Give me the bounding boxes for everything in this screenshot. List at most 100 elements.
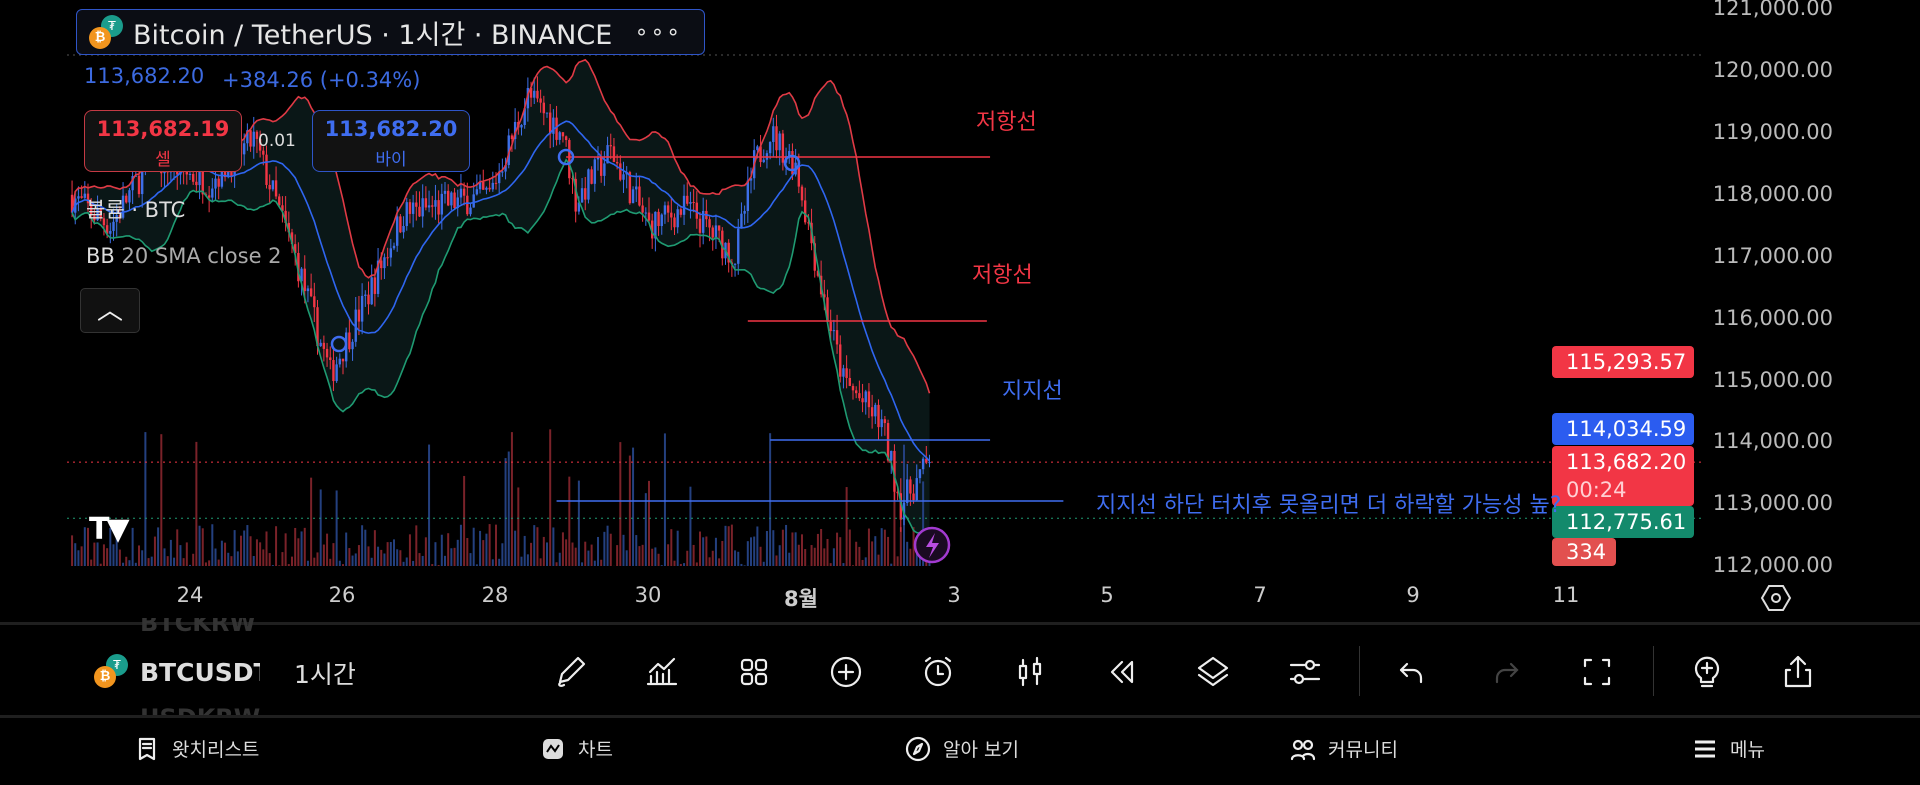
buy-button[interactable]: 113,682.20 바이	[312, 110, 470, 172]
volume-bar	[648, 480, 650, 566]
candle	[698, 218, 702, 233]
candle	[137, 175, 141, 195]
candle-type-icon[interactable]	[1010, 652, 1050, 692]
candle	[309, 288, 313, 297]
chart-annotation[interactable]: 저항선	[976, 110, 1037, 135]
last-price-value: 113,682.20	[1566, 450, 1687, 474]
candle	[437, 200, 440, 215]
candle	[316, 307, 319, 347]
candle	[905, 479, 909, 503]
buy-price: 113,682.20	[324, 117, 458, 141]
volume-bar	[329, 558, 332, 566]
chart-annotation[interactable]: 지지선 하단 터치후 못올리면 더 하락할 가능성 높?	[1096, 493, 1562, 518]
nav-item-watchlist[interactable]: 왓치리스트	[134, 735, 259, 762]
candle	[488, 187, 491, 190]
volume-bar	[255, 539, 258, 566]
timeframe-selector[interactable]: 1시간	[294, 660, 356, 689]
collapse-legend-button[interactable]: ︿	[80, 288, 140, 333]
volume-bar	[823, 548, 826, 566]
nav-item-compass[interactable]: 알아 보기	[905, 735, 1019, 762]
ideas-icon[interactable]	[1687, 652, 1727, 692]
divider	[0, 622, 1920, 625]
candle	[380, 260, 383, 269]
volume-bar	[839, 537, 842, 566]
volume-bar	[667, 544, 670, 566]
sell-button[interactable]: 113,682.19 셀	[84, 110, 242, 172]
volume-bar	[326, 533, 329, 566]
volume-bar	[864, 557, 867, 566]
candle	[125, 195, 128, 203]
candle	[462, 188, 466, 196]
chart-annotation[interactable]: 저항선	[972, 263, 1033, 288]
more-dots-icon[interactable]: ∘∘∘	[634, 19, 682, 45]
candle	[131, 176, 134, 191]
candle	[870, 407, 874, 417]
price-tick: 117,000.00	[1712, 243, 1833, 268]
volume-bar	[702, 537, 705, 566]
pencil-icon[interactable]	[552, 652, 592, 692]
volume-bar	[153, 536, 156, 566]
volume-bar	[708, 557, 711, 566]
volume-bar	[861, 559, 864, 566]
volume-bar	[788, 552, 791, 566]
candle	[195, 181, 198, 186]
candle	[899, 493, 903, 520]
symbol-title[interactable]: ₮ ₿ Bitcoin / TetherUS · 1시간 · BINANCE ∘∘…	[76, 9, 705, 55]
layers-icon[interactable]	[1193, 652, 1233, 692]
alert-clock-icon[interactable]	[918, 652, 958, 692]
volume-legend[interactable]: 볼륨 · BTC	[86, 198, 186, 222]
volume-bar	[686, 550, 689, 566]
candle	[367, 294, 370, 305]
volume-bar	[310, 477, 313, 566]
candle	[351, 341, 354, 350]
volume-bar	[354, 553, 357, 566]
volume-bar	[252, 555, 255, 566]
replay-icon[interactable]	[1102, 652, 1142, 692]
add-icon[interactable]	[826, 652, 866, 692]
candle	[77, 196, 80, 199]
candle	[335, 364, 338, 382]
symbol-selector[interactable]: BTCUSDT	[140, 658, 260, 687]
nav-item-menu[interactable]: 메뉴	[1692, 735, 1765, 762]
indicators-icon[interactable]	[642, 652, 682, 692]
nav-item-community[interactable]: 커뮤니티	[1290, 735, 1398, 762]
candle	[848, 377, 852, 386]
bb-legend[interactable]: BB 20 SMA close 2	[86, 244, 282, 268]
lightning-icon	[926, 533, 939, 558]
volume-bar	[577, 480, 580, 566]
volume-bar	[122, 562, 125, 566]
nav-item-chart[interactable]: 차트	[540, 735, 613, 762]
date-tick: 30	[634, 583, 662, 607]
volume-bar	[482, 540, 485, 566]
templates-icon[interactable]	[734, 652, 774, 692]
volume-bar	[724, 525, 727, 566]
candle	[641, 205, 644, 213]
candle	[584, 188, 587, 200]
volume-bar	[663, 433, 666, 566]
volume-bar	[185, 542, 188, 566]
candle	[886, 423, 890, 461]
candle	[896, 491, 899, 494]
chart-annotation[interactable]: 지지선	[1002, 379, 1063, 404]
volume-bar	[590, 544, 593, 566]
undo-icon[interactable]	[1393, 652, 1433, 692]
volume-bar	[434, 542, 437, 566]
fullscreen-icon[interactable]	[1577, 652, 1617, 692]
order-quantity[interactable]: 0.01	[258, 131, 296, 151]
candle	[313, 296, 316, 308]
volume-bar	[877, 554, 880, 566]
share-icon[interactable]	[1778, 652, 1818, 692]
candle	[303, 268, 306, 292]
volume-bar	[619, 442, 622, 566]
volume-bar	[268, 553, 271, 566]
settings-hexagon-icon[interactable]	[1760, 582, 1792, 614]
candle	[772, 126, 775, 143]
volume-bar	[581, 562, 584, 566]
candle	[695, 202, 699, 219]
settings-sliders-icon[interactable]	[1285, 652, 1325, 692]
candle	[198, 168, 201, 186]
volume-bar	[660, 565, 663, 566]
candle	[491, 182, 495, 190]
candle	[434, 200, 437, 207]
volume-bar	[332, 543, 335, 566]
